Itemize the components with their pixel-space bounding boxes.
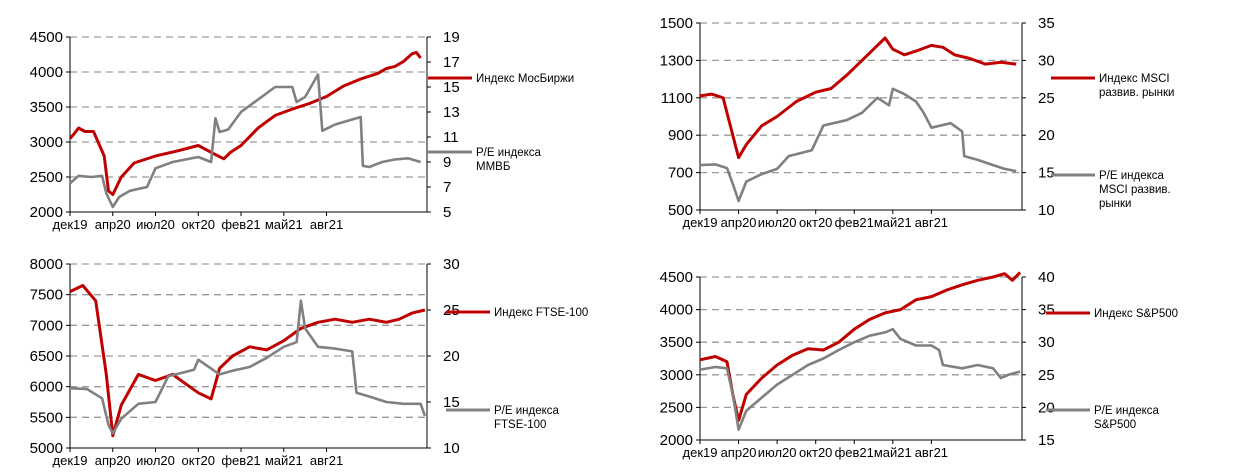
x-tick-label: дек19	[683, 445, 718, 460]
x-tick-label: окт20	[182, 453, 215, 468]
right-tick-label: 11	[443, 129, 459, 146]
left-tick-label: 8000	[30, 256, 63, 273]
pe-series-line	[69, 73, 421, 209]
right-tick-label: 15	[443, 394, 460, 411]
left-tick-label: 6000	[30, 379, 63, 396]
left-tick-label: 3000	[660, 367, 693, 384]
right-tick-label: 10	[1038, 202, 1055, 219]
left-tick-label: 2000	[30, 204, 63, 221]
chart-4: 2000 2500 3000 3500 4000 4500 15 20 25 30 35 40 дек1…	[660, 269, 1178, 460]
right-tick-label: 13	[443, 104, 460, 121]
right-tick-label: 7	[443, 179, 451, 196]
legend-label: Индекс МосБиржи	[476, 73, 574, 85]
x-tick-label: фев21	[835, 445, 874, 460]
left-tick-label: 4500	[660, 269, 693, 286]
left-tick-label: 1500	[660, 15, 693, 32]
right-tick-label: 30	[1038, 52, 1055, 69]
right-tick-label: 20	[1038, 127, 1055, 144]
right-tick-label: 15	[443, 79, 460, 96]
left-tick-label: 3500	[660, 334, 693, 351]
left-tick-label: 1100	[661, 90, 693, 107]
x-tick-label: июл20	[758, 445, 797, 460]
legend-label: P/E индекса MSCI развив. рынки	[1099, 170, 1171, 210]
right-tick-label: 20	[443, 348, 460, 365]
x-tick-label: окт20	[799, 215, 832, 230]
left-tick-label: 1300	[660, 52, 693, 69]
x-tick-label: фев21	[835, 215, 874, 230]
x-tick-label: авг21	[310, 217, 343, 232]
chart-3: 500 700 900 1100 1300 1500 10 15 20 25 30 35 дек19 ап…	[660, 15, 1175, 230]
left-tick-label: 5000	[30, 440, 63, 457]
x-tick-label: фев21	[221, 453, 260, 468]
left-tick-label: 4000	[30, 64, 63, 81]
x-tick-label: апр20	[95, 217, 131, 232]
left-tick-label: 500	[668, 202, 693, 219]
x-tick-label: дек19	[53, 217, 88, 232]
right-tick-label: 19	[443, 29, 460, 46]
right-tick-label: 15	[1038, 432, 1055, 449]
x-tick-label: май21	[874, 215, 912, 230]
left-tick-label: 2500	[30, 169, 63, 186]
left-tick-label: 5500	[30, 409, 63, 426]
x-tick-label: апр20	[721, 215, 757, 230]
x-tick-label: окт20	[799, 445, 832, 460]
x-tick-label: дек19	[53, 453, 88, 468]
left-tick-label: 7000	[30, 317, 63, 334]
legend-label: Индекс MSCI развив. рынки	[1099, 73, 1174, 99]
x-tick-label: апр20	[95, 453, 131, 468]
chart-2: 50005500600065007000750080001015202530де…	[30, 256, 589, 468]
pe-series-line	[699, 327, 1021, 431]
x-tick-label: май21	[265, 453, 303, 468]
left-tick-label: 3000	[30, 134, 63, 151]
x-tick-label: май21	[874, 445, 912, 460]
x-tick-label: июл20	[758, 215, 797, 230]
right-tick-label: 10	[443, 440, 460, 457]
left-tick-label: 2000	[660, 432, 693, 449]
chart-1: 2000 2500 3000 3500 4000 4500 5 7 9 11 13 15 17 19 дек…	[30, 29, 575, 232]
x-tick-label: июл20	[136, 453, 175, 468]
right-tick-label: 20	[1038, 399, 1055, 416]
left-tick-label: 2500	[660, 399, 693, 416]
x-tick-label: апр20	[721, 445, 757, 460]
index-series-line	[699, 36, 1017, 160]
x-tick-label: авг21	[915, 215, 948, 230]
left-tick-label: 4500	[30, 29, 63, 46]
x-tick-label: авг21	[310, 453, 343, 468]
right-tick-label: 35	[1038, 15, 1055, 32]
left-tick-label: 6500	[30, 348, 63, 365]
pe-series-line	[69, 299, 427, 435]
legend-label: Индекс S&P500	[1094, 308, 1178, 320]
right-tick-label: 17	[443, 54, 460, 71]
left-tick-label: 700	[668, 165, 693, 182]
right-tick-label: 30	[443, 256, 460, 273]
right-tick-label: 40	[1038, 269, 1055, 286]
x-tick-label: окт20	[182, 217, 215, 232]
index-series-line	[699, 271, 1022, 422]
right-tick-label: 9	[443, 154, 451, 171]
legend-label: Индекс FTSE-100	[494, 307, 588, 319]
x-tick-label: авг21	[915, 445, 948, 460]
left-tick-label: 7500	[30, 287, 63, 304]
left-tick-label: 3500	[30, 99, 63, 116]
x-tick-label: июл20	[136, 217, 175, 232]
right-tick-label: 30	[1038, 334, 1055, 351]
legend-label: P/E индекса S&P500	[1094, 405, 1160, 431]
right-tick-label: 15	[1038, 165, 1055, 182]
left-tick-label: 900	[668, 127, 693, 144]
right-tick-label: 25	[1038, 367, 1055, 384]
index-series-line	[68, 50, 422, 196]
right-tick-label: 35	[1038, 302, 1055, 319]
right-tick-label: 5	[443, 204, 451, 221]
right-tick-label: 25	[1038, 90, 1055, 107]
legend-label: P/E индекса FTSE-100	[494, 405, 560, 431]
left-tick-label: 4000	[660, 302, 693, 319]
index-series-line	[69, 284, 426, 438]
x-tick-label: дек19	[683, 215, 718, 230]
x-tick-label: май21	[265, 217, 303, 232]
legend-label: P/E индекса ММВБ	[476, 147, 542, 173]
x-tick-label: фев21	[221, 217, 260, 232]
pe-series-line	[699, 87, 1017, 203]
